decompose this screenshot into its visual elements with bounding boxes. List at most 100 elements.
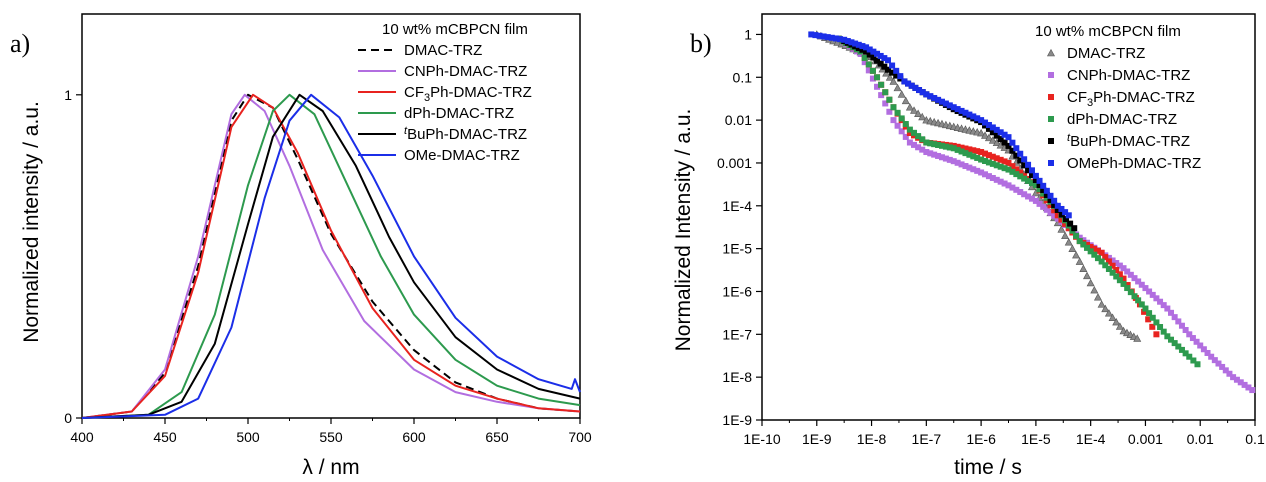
data-point xyxy=(1141,308,1148,315)
data-point xyxy=(1021,162,1028,169)
data-point xyxy=(1171,314,1178,321)
data-point xyxy=(1194,361,1201,368)
data-point xyxy=(893,83,902,92)
panel-a-legend: 10 wt% mCBPCN film DMAC-TRZ CNPh-DMAC-TRZ C… xyxy=(358,21,532,164)
data-point xyxy=(1086,278,1095,287)
data-point xyxy=(946,144,953,151)
data-point xyxy=(884,66,891,73)
data-point xyxy=(942,155,949,162)
data-point xyxy=(1051,212,1058,219)
data-point xyxy=(985,121,992,128)
data-point xyxy=(1001,180,1008,187)
data-point xyxy=(962,109,969,116)
data-point xyxy=(1124,268,1131,275)
data-point xyxy=(958,107,965,114)
data-point xyxy=(828,34,835,41)
data-point xyxy=(935,141,942,148)
data-point xyxy=(1168,336,1175,343)
data-point xyxy=(946,102,953,109)
data-point xyxy=(1001,131,1008,138)
data-point xyxy=(1093,293,1102,301)
data-point xyxy=(1175,343,1182,350)
data-point xyxy=(935,152,942,159)
data-point xyxy=(1116,262,1123,269)
data-point xyxy=(1157,324,1164,331)
data-point xyxy=(927,140,934,147)
data-point xyxy=(988,136,997,144)
data-point xyxy=(1057,225,1066,233)
data-point xyxy=(855,41,862,48)
data-point xyxy=(931,151,938,158)
data-point xyxy=(1101,304,1110,313)
data-point xyxy=(1145,316,1152,323)
panel-a-legend-entry: tBuPh-DMAC-TRZ xyxy=(404,125,527,143)
data-point xyxy=(1048,160,1054,166)
data-point xyxy=(1058,211,1065,218)
data-point xyxy=(865,61,872,68)
data-point xyxy=(1054,202,1061,209)
data-point xyxy=(974,148,981,155)
panel-a-spectra: a) Normalized intensity / a.u. λ / nm 40… xyxy=(10,13,592,479)
data-point xyxy=(1098,249,1105,256)
panel-b-legend-swatch xyxy=(1048,94,1054,100)
data-point xyxy=(911,141,918,148)
series-markers-omeph-dmac-trz xyxy=(808,31,1072,219)
data-point xyxy=(993,126,1000,133)
data-point xyxy=(1005,159,1012,166)
data-point xyxy=(816,32,823,39)
data-point xyxy=(844,38,851,45)
data-point xyxy=(1149,323,1156,330)
data-point xyxy=(1091,251,1098,258)
data-point xyxy=(1087,243,1094,250)
data-point xyxy=(878,92,885,99)
data-point xyxy=(912,84,919,91)
data-point xyxy=(989,174,996,181)
data-point xyxy=(1094,247,1101,254)
data-point xyxy=(859,46,866,53)
data-point xyxy=(1116,277,1123,284)
data-point xyxy=(882,89,889,96)
data-point xyxy=(997,163,1004,170)
data-point xyxy=(970,147,977,154)
data-point xyxy=(893,67,900,74)
data-point xyxy=(962,150,969,157)
data-point xyxy=(820,33,827,40)
panel-a-xtick-label: 450 xyxy=(153,429,177,445)
data-point xyxy=(1047,202,1054,209)
data-point xyxy=(1113,273,1120,280)
data-point xyxy=(861,54,868,61)
data-point xyxy=(1160,328,1167,335)
data-point xyxy=(1178,346,1185,353)
data-point xyxy=(1226,370,1233,377)
panel-b-ytick-label: 1E-9 xyxy=(722,412,752,428)
data-point xyxy=(1036,200,1043,207)
data-point xyxy=(1124,282,1131,289)
data-point xyxy=(962,163,969,170)
data-point xyxy=(1091,245,1098,252)
data-point xyxy=(981,131,990,139)
panel-b-legend-entry: dPh-DMAC-TRZ xyxy=(1067,111,1177,128)
data-point xyxy=(877,52,884,59)
data-point xyxy=(1032,177,1039,184)
data-point xyxy=(1021,175,1028,182)
data-point xyxy=(1005,142,1012,149)
panel-b-ytick-label: 1 xyxy=(744,26,752,42)
data-point xyxy=(1120,265,1127,272)
data-point xyxy=(938,154,945,161)
data-point xyxy=(1164,333,1171,340)
data-point xyxy=(1120,275,1127,282)
data-point xyxy=(1075,257,1084,265)
data-point xyxy=(978,149,985,156)
data-point xyxy=(958,144,965,151)
data-point xyxy=(1072,250,1081,259)
panel-a-xtick-label: 700 xyxy=(568,429,592,445)
data-point xyxy=(1105,258,1112,265)
data-point xyxy=(1113,266,1120,273)
data-point xyxy=(837,36,844,43)
data-point xyxy=(970,153,977,160)
data-point xyxy=(1048,138,1054,144)
data-point xyxy=(1197,342,1204,349)
data-point xyxy=(901,78,908,85)
data-point xyxy=(1009,168,1016,175)
data-point xyxy=(1146,310,1153,317)
